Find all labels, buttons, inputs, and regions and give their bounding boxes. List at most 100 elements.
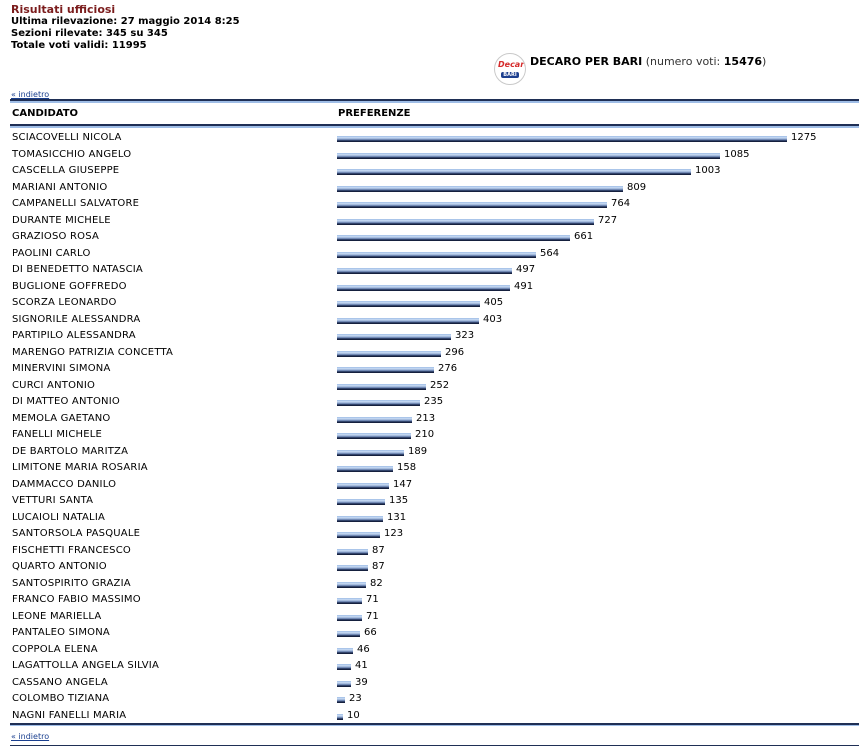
preference-bar — [337, 301, 480, 307]
party-votes-value: 15476 — [723, 55, 763, 68]
table-row: SANTORSOLA PASQUALE 123 — [0, 528, 859, 544]
candidate-name: CAMPANELLI SALVATORE — [12, 198, 140, 209]
preference-value: 131 — [387, 511, 407, 523]
divider-bottom — [10, 723, 859, 725]
candidate-name: COPPOLA ELENA — [12, 643, 98, 655]
table-row: DE BARTOLO MARITZA 189 — [0, 446, 859, 462]
preference-value: 235 — [424, 396, 444, 407]
preference-value: 71 — [366, 610, 379, 622]
preference-bar — [337, 598, 362, 604]
candidate-name: TOMASICCHIO ANGELO — [12, 148, 132, 160]
table-row: PARTIPILO ALESSANDRA 323 — [0, 330, 859, 346]
candidate-name: CASCELLA GIUSEPPE — [12, 165, 120, 176]
preference-value: 491 — [514, 280, 534, 292]
candidate-name: MARIANI ANTONIO — [12, 181, 108, 193]
candidate-name: PARTIPILO ALESSANDRA — [12, 330, 136, 341]
preference-bar — [337, 202, 607, 208]
sections-text: Sezioni rilevate: 345 su 345 — [11, 28, 168, 39]
candidate-name: FRANCO FABIO MASSIMO — [12, 594, 141, 605]
preference-value: 1085 — [724, 148, 750, 160]
party-name: DECARO PER BARI — [530, 55, 643, 68]
total-votes-text: Totale voti validi: 11995 — [11, 40, 147, 51]
candidate-name: DAMMACCO DANILO — [12, 478, 117, 490]
table-row: LUCAIOLI NATALIA 131 — [0, 512, 859, 528]
table-row: CAMPANELLI SALVATORE 764 — [0, 198, 859, 214]
candidate-name: LEONE MARIELLA — [12, 610, 102, 622]
divider-header — [10, 124, 859, 126]
table-row: SCIACOVELLI NICOLA 1275 — [0, 132, 859, 148]
preference-value: 564 — [540, 247, 560, 259]
preference-bar — [337, 169, 691, 175]
preference-bar — [337, 251, 536, 258]
preference-value: 41 — [355, 660, 368, 671]
party-logo: Decaro BARI — [494, 53, 526, 85]
preference-bar — [337, 136, 787, 142]
candidate-name: QUARTO ANTONIO — [12, 561, 107, 572]
candidate-name: SCORZA LEONARDO — [12, 297, 117, 308]
party-votes-label: (numero voti: — [645, 55, 724, 68]
column-preferences: PREFERENZE — [338, 108, 411, 119]
back-link-bottom[interactable]: « indietro — [11, 732, 50, 741]
candidate-name: COLOMBO TIZIANA — [12, 693, 110, 704]
table-row: LAGATTOLLA ANGELA SILVIA 41 — [0, 660, 859, 676]
candidate-name: CASSANO ANGELA — [12, 676, 108, 688]
preference-value: 764 — [611, 198, 631, 209]
preference-value: 46 — [357, 643, 370, 655]
preference-bar — [337, 482, 389, 489]
table-row: SIGNORILE ALESSANDRA 403 — [0, 314, 859, 330]
table-row: DI BENEDETTO NATASCIA 497 — [0, 264, 859, 280]
preference-bar — [337, 664, 351, 670]
preference-bar — [337, 416, 412, 423]
preference-bar — [337, 317, 479, 324]
back-link-top[interactable]: « indietro — [11, 90, 50, 99]
divider-footer — [10, 745, 859, 746]
divider-bottom-light — [10, 725, 859, 726]
party-name-line: DECARO PER BARI (numero voti: 15476) — [530, 55, 766, 68]
preference-bar — [337, 548, 368, 555]
table-row: COLOMBO TIZIANA 23 — [0, 693, 859, 709]
preference-value: 210 — [415, 429, 435, 440]
candidate-name: SANTORSOLA PASQUALE — [12, 528, 141, 539]
table-row: PANTALEO SIMONA 66 — [0, 627, 859, 643]
table-row: DURANTE MICHELE 727 — [0, 215, 859, 231]
table-row: SANTOSPIRITO GRAZIA 82 — [0, 578, 859, 594]
table-row: CASCELLA GIUSEPPE 1003 — [0, 165, 859, 181]
candidate-name: PANTALEO SIMONA — [12, 627, 110, 638]
preference-bar — [337, 268, 512, 274]
candidate-name: DURANTE MICHELE — [12, 214, 111, 226]
preference-value: 147 — [393, 478, 413, 490]
divider-top — [10, 99, 859, 101]
preference-bar — [337, 367, 434, 373]
table-row: CURCI ANTONIO 252 — [0, 380, 859, 396]
table-row: SCORZA LEONARDO 405 — [0, 297, 859, 313]
table-row: TOMASICCHIO ANGELO 1085 — [0, 149, 859, 165]
divider-top-light — [10, 101, 859, 103]
candidate-name: MEMOLA GAETANO — [12, 412, 111, 424]
preference-value: 123 — [384, 528, 404, 539]
preference-bar — [337, 334, 451, 340]
preference-value: 87 — [372, 544, 385, 556]
table-row: FANELLI MICHELE 210 — [0, 429, 859, 445]
preference-value: 809 — [627, 181, 647, 193]
preference-bar — [337, 713, 343, 720]
table-row: BUGLIONE GOFFREDO 491 — [0, 281, 859, 297]
candidate-name: FANELLI MICHELE — [12, 429, 103, 440]
column-candidate: CANDIDATO — [12, 108, 79, 119]
table-row: FRANCO FABIO MASSIMO 71 — [0, 594, 859, 610]
candidate-name: GRAZIOSO ROSA — [12, 231, 99, 242]
table-row: LEONE MARIELLA 71 — [0, 611, 859, 627]
preference-bar — [337, 581, 366, 588]
preference-bar — [337, 449, 404, 456]
preference-bar — [337, 515, 383, 522]
party-votes-close: ) — [762, 55, 767, 68]
preference-value: 727 — [598, 214, 618, 226]
preference-value: 1003 — [695, 165, 721, 176]
table-row: GRAZIOSO ROSA 661 — [0, 231, 859, 247]
table-row: MARENGO PATRIZIA CONCETTA 296 — [0, 347, 859, 363]
preference-value: 10 — [347, 709, 360, 721]
table-row: MINERVINI SIMONA 276 — [0, 363, 859, 379]
table-row: MARIANI ANTONIO 809 — [0, 182, 859, 198]
preference-bar — [337, 284, 510, 291]
preference-bar — [337, 647, 353, 654]
preference-value: 135 — [389, 495, 409, 506]
